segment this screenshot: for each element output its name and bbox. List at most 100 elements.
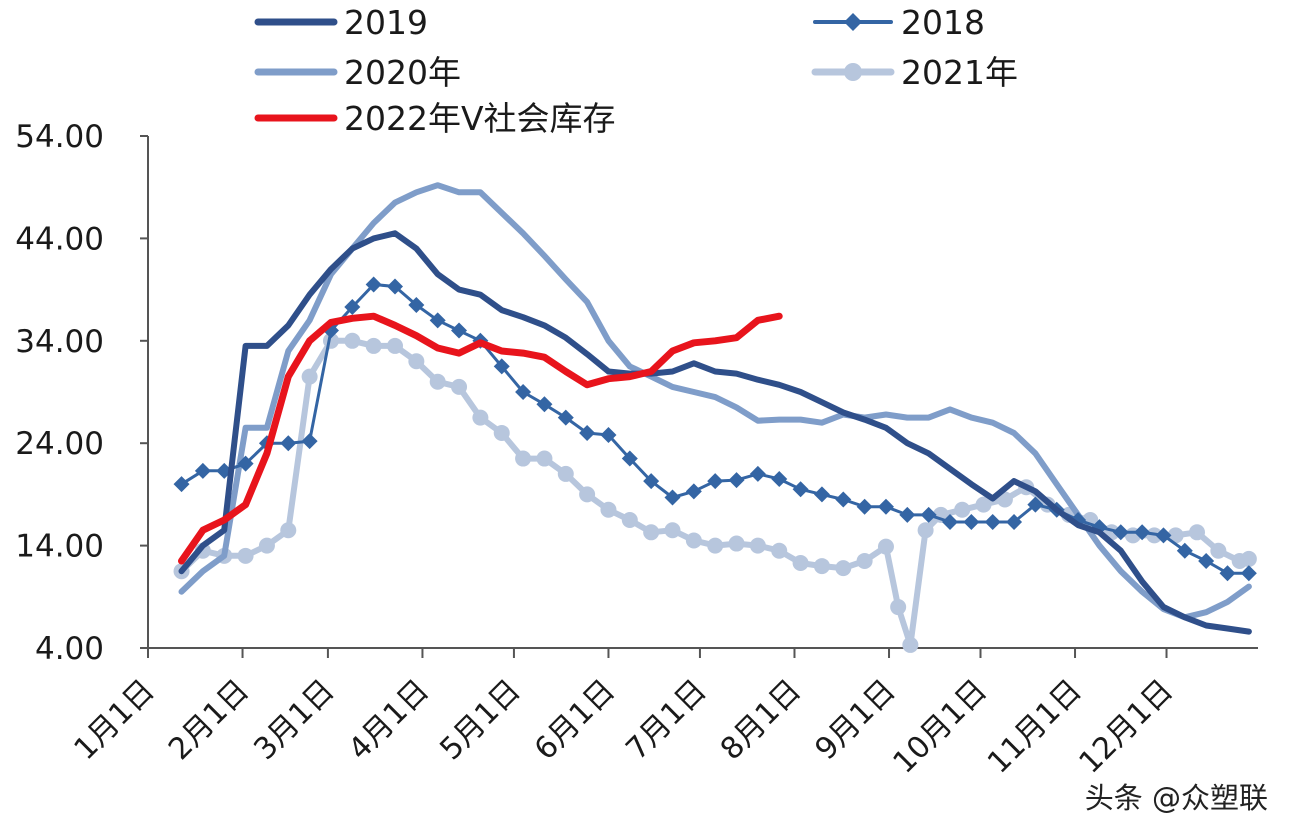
data-point <box>194 462 211 479</box>
data-point <box>557 409 574 426</box>
y-axis-ticks: 54.00 44.00 34.00 24.00 14.00 4.00 <box>15 119 148 667</box>
legend-label: 2022年V社会库存 <box>344 99 616 138</box>
x-tick-label: 11月1日 <box>981 673 1089 781</box>
data-point <box>451 378 468 395</box>
data-point <box>890 599 907 616</box>
data-point <box>643 473 660 490</box>
data-point <box>856 552 873 569</box>
data-point <box>917 522 934 539</box>
legend-marker <box>844 63 862 81</box>
x-tick-label: 7月1日 <box>619 673 713 767</box>
data-point <box>728 535 745 552</box>
data-point <box>237 455 254 472</box>
data-point <box>173 476 190 493</box>
data-point <box>408 296 425 313</box>
chart-series <box>173 182 1257 653</box>
legend-label: 2020年 <box>344 53 461 92</box>
y-tick-label: 44.00 <box>15 221 104 257</box>
data-point <box>301 433 318 450</box>
data-point <box>954 501 971 518</box>
data-point <box>1006 514 1023 531</box>
x-tick-label: 1月1日 <box>67 673 161 767</box>
data-point <box>1219 565 1236 582</box>
data-point <box>280 435 297 452</box>
data-point <box>664 522 681 539</box>
data-point <box>237 547 254 564</box>
data-point <box>536 396 553 413</box>
data-point <box>856 498 873 515</box>
data-point <box>579 486 596 503</box>
x-tick-label: 12月1日 <box>1073 673 1181 781</box>
data-point <box>643 524 660 541</box>
data-point <box>664 489 681 506</box>
chart-legend: 2019 2018 2020年 2021年 2022年V社会库存 <box>254 3 1018 138</box>
data-point <box>685 483 702 500</box>
data-point <box>600 427 617 444</box>
data-point <box>1134 524 1151 541</box>
data-point <box>835 560 852 577</box>
x-tick-label: 5月1日 <box>433 673 527 767</box>
data-point <box>515 384 532 400</box>
data-point <box>344 299 361 316</box>
legend-item: 2020年 <box>254 53 461 92</box>
data-point <box>685 532 702 549</box>
data-point <box>975 496 992 513</box>
data-point <box>835 491 852 508</box>
x-tick-label: 6月1日 <box>528 673 622 767</box>
data-point <box>429 373 446 390</box>
data-point <box>1189 524 1206 541</box>
data-point <box>387 278 404 295</box>
legend-label: 2019 <box>344 3 428 42</box>
data-point <box>365 337 382 354</box>
y-tick-label: 14.00 <box>15 529 104 565</box>
series-line <box>178 230 1252 635</box>
data-point <box>1112 524 1129 541</box>
data-point <box>877 538 894 555</box>
data-point <box>877 498 894 515</box>
data-point <box>344 332 361 349</box>
data-point <box>621 450 638 467</box>
data-point <box>1240 565 1257 582</box>
x-tick-label: 3月1日 <box>247 673 341 767</box>
legend-marker <box>844 13 862 31</box>
data-point <box>1167 527 1184 544</box>
data-point <box>902 636 919 653</box>
data-point <box>472 409 489 426</box>
data-point <box>771 542 788 559</box>
legend-label: 2018 <box>901 3 985 42</box>
legend-item: 2021年 <box>811 53 1018 92</box>
data-point <box>493 358 510 375</box>
legend-label: 2021年 <box>901 53 1018 92</box>
data-point <box>963 514 980 531</box>
data-point <box>301 368 318 385</box>
data-point <box>792 481 809 498</box>
data-point <box>707 473 724 490</box>
x-tick-label: 8月1日 <box>714 673 808 767</box>
series-line <box>178 337 1252 648</box>
data-point <box>728 472 745 489</box>
data-point <box>493 424 510 441</box>
data-point <box>749 537 766 554</box>
data-point <box>515 450 532 467</box>
data-point <box>280 522 297 539</box>
data-point <box>707 537 724 554</box>
chart-axes <box>147 136 1258 649</box>
series-5 <box>178 312 783 565</box>
data-point <box>813 486 830 503</box>
data-point <box>813 558 830 575</box>
data-point <box>579 424 596 441</box>
legend-item: 2022年V社会库存 <box>254 99 616 138</box>
legend-item: 2018 <box>813 3 985 42</box>
x-tick-label: 2月1日 <box>162 673 256 767</box>
data-point <box>771 471 788 488</box>
data-point <box>984 514 1001 531</box>
data-point <box>1210 542 1227 559</box>
y-tick-label: 54.00 <box>15 119 104 155</box>
data-point <box>365 276 382 293</box>
series-1 <box>178 230 1252 635</box>
data-point <box>1240 550 1257 567</box>
data-point <box>899 506 916 523</box>
x-tick-label: 4月1日 <box>342 673 436 767</box>
data-point <box>1155 527 1172 544</box>
